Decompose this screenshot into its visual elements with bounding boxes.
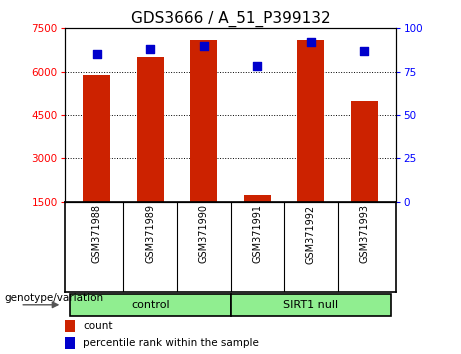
Text: GSM371988: GSM371988 [92,205,102,263]
Bar [230,294,391,316]
Text: count: count [83,321,112,331]
Text: GSM371993: GSM371993 [359,205,369,263]
Text: percentile rank within the sample: percentile rank within the sample [83,338,259,348]
Point [147,46,154,52]
Point [254,64,261,69]
Bar [137,57,164,202]
Bar [65,320,75,332]
Point [361,48,368,54]
Text: GSM371991: GSM371991 [252,205,262,263]
Title: GDS3666 / A_51_P399132: GDS3666 / A_51_P399132 [130,11,331,27]
Point [93,51,100,57]
Text: genotype/variation: genotype/variation [5,293,104,303]
Text: GSM371989: GSM371989 [145,205,155,263]
Bar [351,101,378,202]
Point [200,43,207,48]
Text: control: control [131,300,170,310]
Text: GSM371992: GSM371992 [306,205,316,264]
Bar [65,337,75,349]
Bar [83,75,110,202]
Bar [190,40,217,202]
Text: GSM371990: GSM371990 [199,205,209,263]
Bar [244,195,271,202]
Text: SIRT1 null: SIRT1 null [283,300,338,310]
Bar [297,40,324,202]
Point [307,39,314,45]
Bar [70,294,230,316]
